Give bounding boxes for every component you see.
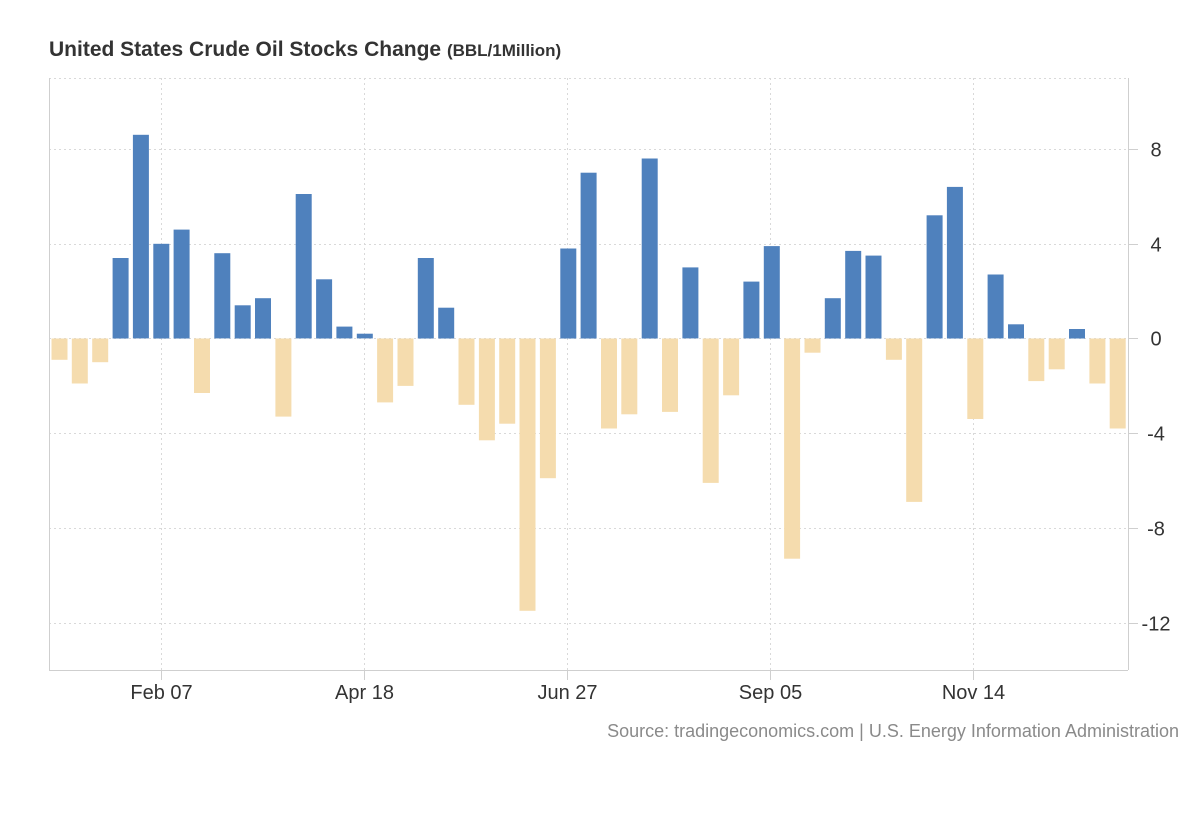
bar-negative — [702, 338, 719, 483]
bar-positive — [132, 134, 149, 339]
x-tick-label: Nov 14 — [942, 682, 1005, 704]
bar-negative — [723, 338, 740, 396]
bar-negative — [967, 338, 984, 419]
bar-negative — [662, 338, 678, 412]
bar-negative — [194, 338, 210, 393]
bar-negative — [804, 338, 821, 353]
x-tick-label: Sep 05 — [739, 682, 802, 704]
bar-negative — [478, 338, 495, 441]
bar-positive — [682, 267, 699, 339]
bar-negative — [784, 338, 801, 559]
bars-layer — [51, 134, 1126, 611]
bar-negative — [377, 338, 394, 403]
y-tick-label: 8 — [1150, 140, 1161, 162]
bar-negative — [275, 338, 292, 417]
bar-positive — [417, 258, 434, 339]
bar-negative — [906, 338, 923, 502]
x-tick-label: Feb 07 — [130, 682, 192, 704]
bar-negative — [601, 338, 617, 429]
bar-positive — [255, 298, 271, 339]
bar-positive — [987, 274, 1004, 339]
bar-positive — [763, 246, 780, 339]
bar-negative — [519, 338, 536, 611]
bar-positive — [214, 253, 231, 339]
chart-title-text: United States Crude Oil Stocks Change — [49, 38, 442, 61]
bar-positive — [234, 305, 251, 339]
y-tick-label: -8 — [1147, 519, 1165, 541]
bar-positive — [580, 172, 597, 339]
chart-title: United States Crude Oil Stocks Change (B… — [49, 38, 561, 62]
bar-positive — [865, 255, 882, 339]
grid-layer — [49, 78, 1128, 670]
bar-positive — [560, 248, 577, 339]
bar-negative — [499, 338, 516, 424]
bar-positive — [295, 194, 312, 339]
bar-negative — [621, 338, 638, 415]
bar-positive — [946, 186, 963, 339]
bar-positive — [438, 307, 455, 339]
bar-negative — [1109, 338, 1126, 429]
chart-unit: (BBL/1Million) — [446, 41, 562, 60]
bar-positive — [743, 281, 760, 339]
bar-negative — [458, 338, 475, 405]
bar-positive — [845, 250, 862, 339]
bar-negative — [1028, 338, 1045, 382]
labels-layer: -12 -8 -4 0 4 8 Feb 07 Apr 18 Jun 27 Sep 05 Nov 14 — [130, 140, 1170, 705]
bar-negative — [1048, 338, 1065, 370]
bar-positive — [641, 158, 658, 339]
bar-positive — [336, 326, 353, 339]
axis-layer — [49, 78, 1138, 680]
bar-positive — [824, 298, 841, 339]
bar-negative — [539, 338, 556, 479]
y-tick-label: -4 — [1147, 424, 1165, 446]
source-credit: Source: tradingeconomics.com | U.S. Ener… — [607, 721, 1179, 741]
y-tick-label: 0 — [1150, 329, 1161, 351]
bar-positive — [153, 243, 170, 339]
bar-positive — [173, 229, 190, 339]
bar-chart: -12 -8 -4 0 4 8 Feb 07 Apr 18 Jun 27 Sep 05 Nov 14 — [49, 78, 1170, 705]
bar-positive — [926, 215, 943, 339]
bar-positive — [112, 258, 129, 339]
bar-negative — [1089, 338, 1106, 384]
bar-negative — [71, 338, 88, 384]
x-tick-label: Jun 27 — [537, 682, 597, 704]
bar-negative — [885, 338, 902, 360]
bar-positive — [1069, 329, 1085, 339]
bar-negative — [92, 338, 109, 363]
bar-negative — [397, 338, 414, 386]
y-tick-label: 4 — [1150, 235, 1161, 257]
x-tick-label: Apr 18 — [335, 682, 394, 704]
bar-positive — [316, 279, 333, 339]
bar-positive — [1008, 324, 1024, 339]
y-tick-label: -12 — [1142, 614, 1171, 636]
bar-positive — [356, 333, 373, 339]
bar-negative — [51, 338, 68, 360]
